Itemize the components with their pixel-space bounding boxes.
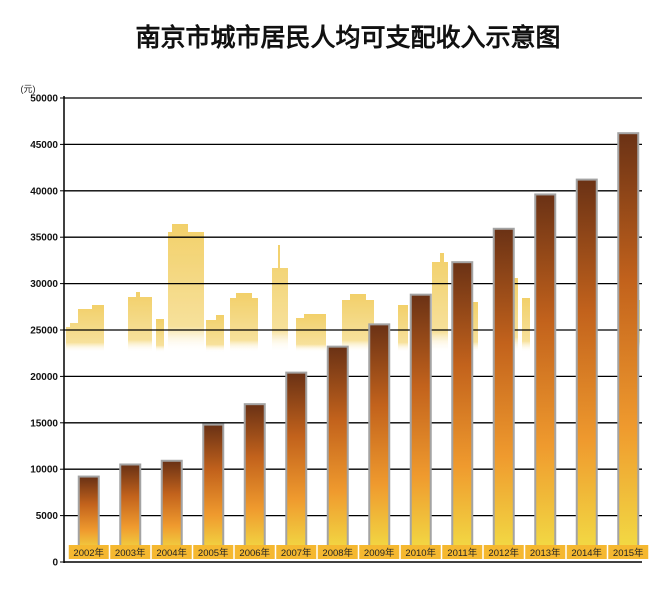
category-label: 2002年	[73, 547, 104, 559]
bar	[245, 405, 264, 553]
category-label: 2006年	[239, 547, 270, 559]
category-label-box	[151, 545, 192, 559]
y-tick-label: 15000	[30, 418, 58, 429]
category-label: 2009年	[364, 547, 395, 559]
category-label: 2013年	[530, 547, 561, 559]
category-labels: 2002年 2003年 2004年 2005年 2006年 2007年 2008年 2009年…	[64, 545, 649, 563]
category-label-box	[442, 545, 483, 559]
category-label: 2014年	[571, 547, 602, 559]
bar	[453, 263, 472, 553]
category-label-box	[68, 545, 109, 559]
bar	[328, 347, 347, 553]
category-label: 2015年	[613, 547, 644, 559]
category-label: 2011年	[447, 547, 477, 559]
category-label: 2012年	[488, 547, 519, 559]
y-tick-label: 0	[52, 558, 58, 569]
y-tick-label: 10000	[30, 465, 58, 476]
bar	[370, 325, 389, 553]
category-label: 2010年	[405, 547, 436, 559]
bar	[494, 229, 513, 553]
bar	[536, 195, 555, 553]
bars	[77, 132, 640, 554]
category-label-box	[525, 545, 566, 559]
y-tick-label: 5000	[36, 511, 59, 522]
category-label-box	[193, 545, 234, 559]
skyline-decoration	[66, 224, 640, 352]
bar	[619, 134, 638, 553]
category-label: 2005年	[198, 547, 229, 559]
bar	[577, 180, 596, 554]
bar	[411, 295, 430, 553]
bar	[287, 373, 306, 553]
y-tick-label: 40000	[30, 186, 58, 197]
chart-title: 南京市城市居民人均可支配收入示意图	[135, 23, 560, 52]
category-label: 2008年	[322, 547, 353, 559]
y-axis-ticks: 0 5000 10000 15000 20000 25000 30000 35000 40000…	[30, 94, 64, 569]
y-tick-label: 25000	[30, 326, 58, 337]
category-label: 2007年	[281, 547, 312, 559]
category-label-box	[566, 545, 607, 559]
y-tick-label: 35000	[30, 233, 58, 244]
category-label-box	[276, 545, 317, 559]
category-label-box	[608, 545, 649, 559]
category-label-box	[110, 545, 151, 559]
category-label: 2004年	[156, 547, 187, 559]
category-label-box	[317, 545, 358, 559]
category-label-box	[234, 545, 275, 559]
y-axis-unit-label: (元)	[21, 84, 36, 94]
bar	[162, 461, 181, 553]
bar	[121, 465, 140, 553]
bar	[79, 477, 98, 553]
category-label-box	[400, 545, 441, 559]
category-label-box	[483, 545, 524, 559]
y-tick-label: 30000	[30, 279, 58, 290]
y-tick-label: 50000	[30, 94, 58, 105]
category-label-box	[359, 545, 400, 559]
bar	[204, 425, 223, 553]
category-label: 2003年	[115, 547, 146, 559]
y-tick-label: 20000	[30, 372, 58, 383]
y-tick-label: 45000	[30, 140, 58, 151]
